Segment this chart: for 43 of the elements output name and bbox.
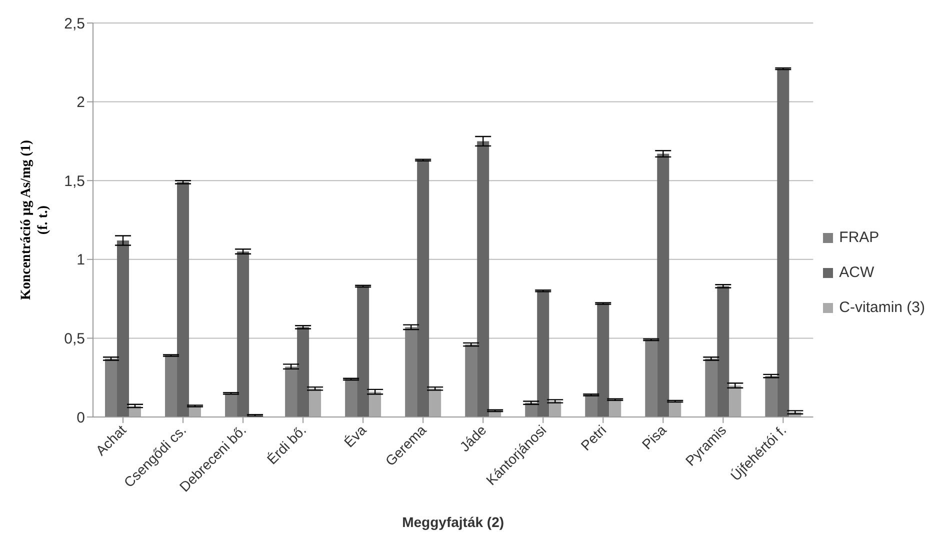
bar xyxy=(729,385,742,417)
legend-label: C-vitamin (3) xyxy=(839,299,925,316)
bar xyxy=(177,182,190,417)
x-tick-label: Érdi bő. xyxy=(264,422,310,468)
x-tick-label: Pisa xyxy=(638,422,670,452)
y-tick-label: 1,5 xyxy=(64,172,85,190)
bar xyxy=(405,327,418,417)
bar xyxy=(669,401,682,417)
bar xyxy=(225,393,238,417)
bar xyxy=(417,160,430,417)
y-axis-title: Koncentráció µg As/mg (1) (f. t.) xyxy=(19,140,51,300)
y-tick-label: 1 xyxy=(76,252,85,269)
bar xyxy=(777,68,790,417)
bar xyxy=(117,240,130,417)
bar xyxy=(237,252,250,417)
bar xyxy=(657,154,670,417)
bar xyxy=(165,356,178,417)
bar xyxy=(585,394,598,417)
x-axis-title: Meggyfajták (2) xyxy=(402,514,504,530)
y-tick-label: 0,5 xyxy=(64,330,85,348)
bar xyxy=(597,304,610,417)
y-tick-label: 2,5 xyxy=(64,15,85,32)
bar xyxy=(705,358,718,417)
bar xyxy=(609,400,622,417)
legend-label: FRAP xyxy=(839,229,880,246)
bar xyxy=(717,286,730,417)
bar xyxy=(537,290,550,417)
bar xyxy=(429,388,442,417)
y-tick-label: 2 xyxy=(76,94,85,112)
bar xyxy=(477,141,490,417)
bar xyxy=(357,286,370,417)
bar xyxy=(297,327,310,417)
bar xyxy=(369,392,382,417)
bar xyxy=(285,366,298,417)
bar xyxy=(465,344,478,417)
x-tick-label: Éva xyxy=(340,422,370,450)
bar xyxy=(345,379,358,417)
y-tick-label: 0 xyxy=(76,409,85,426)
legend-label: ACW xyxy=(839,264,874,281)
bar xyxy=(645,340,658,417)
bar xyxy=(105,358,118,417)
bar xyxy=(309,388,322,417)
bar xyxy=(765,376,778,417)
